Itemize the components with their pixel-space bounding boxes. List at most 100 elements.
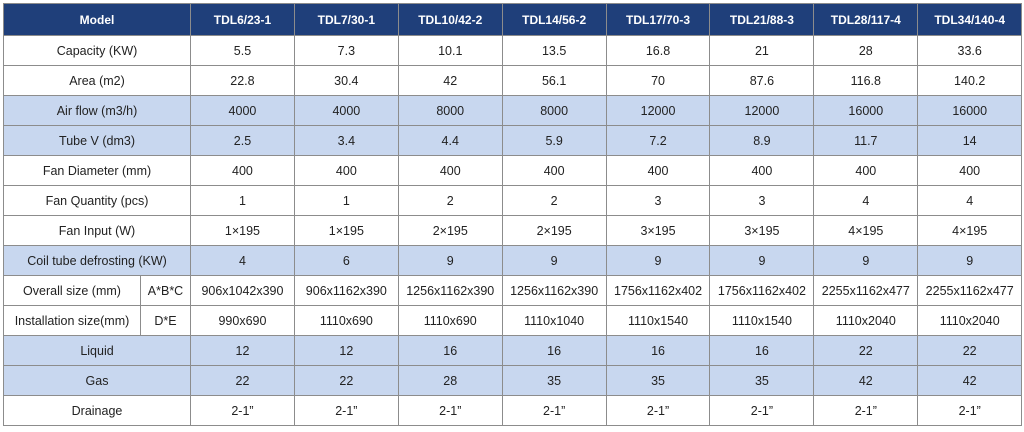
cell: 1110x2040 [917,305,1023,336]
cell: 1110x1040 [501,305,607,336]
cell: 2×195 [397,215,503,246]
cell: 990x690 [190,305,295,336]
cell: 22 [190,365,295,396]
cell: 906x1162x390 [293,275,399,306]
row-label: Air flow (m3/h) [2,95,192,126]
cell: 33.6 [917,35,1023,66]
cell: 13.5 [501,35,607,66]
cell: 16000 [813,95,919,126]
cell: 4 [917,185,1023,216]
cell: 9 [605,245,711,276]
cell: 2-1” [813,395,919,426]
cell: 1110x690 [397,305,503,336]
cell: 42 [813,365,919,396]
cell: 8000 [397,95,503,126]
cell: 5.5 [190,35,295,66]
cell: 12 [293,335,399,366]
row-label: Installation size(mm) [3,305,141,336]
cell: 4 [190,245,295,276]
cell: 1756x1162x402 [709,275,815,306]
cell: 4 [813,185,919,216]
cell: 9 [397,245,503,276]
cell: 1×195 [190,215,295,246]
table-body: Capacity (KW) 5.5 7.3 10.1 13.5 16.8 21 28 33.6 A… [2,35,1023,426]
header-cell: TDL17/70-3 [605,3,711,36]
row-label: Fan Diameter (mm) [2,155,192,186]
row-label: Capacity (KW) [2,35,192,66]
cell: 140.2 [917,65,1023,96]
cell: 16.8 [605,35,711,66]
cell: 2 [397,185,503,216]
cell: 400 [709,155,815,186]
header-cell: Model [2,3,192,36]
cell: 56.1 [501,65,607,96]
cell: 1256x1162x390 [501,275,607,306]
cell: 5.9 [501,125,607,156]
cell: 400 [813,155,919,186]
cell: 12000 [709,95,815,126]
cell: 2×195 [501,215,607,246]
table-row: Installation size(mm) D*E 990x690 1110x690 1… [3,305,1023,336]
cell: 1256x1162x390 [397,275,503,306]
cell: 14 [917,125,1023,156]
cell: 3.4 [293,125,399,156]
table-row: Area (m2) 22.8 30.4 42 56.1 70 87.6 116.8 140.2 [2,65,1023,96]
cell: 6 [293,245,399,276]
table-row: Fan Input (W) 1×195 1×195 2×195 2×195 3×195 3×… [2,215,1023,246]
cell: 2-1” [605,395,711,426]
cell: 70 [605,65,711,96]
cell: 22.8 [190,65,295,96]
header-cell: TDL34/140-4 [917,3,1023,36]
cell: 3×195 [709,215,815,246]
header-cell: TDL14/56-2 [501,3,607,36]
cell: 22 [813,335,919,366]
row-label: Coil tube defrosting (KW) [2,245,192,276]
cell: 1110x2040 [813,305,919,336]
cell: 42 [917,365,1023,396]
cell: 9 [709,245,815,276]
table-row: Fan Diameter (mm) 400 400 400 400 400 400 400 40… [2,155,1023,186]
cell: 2-1” [397,395,503,426]
cell: 16 [397,335,503,366]
cell: 35 [501,365,607,396]
cell: 10.1 [397,35,503,66]
cell: 1110x1540 [709,305,815,336]
header-cell: TDL6/23-1 [190,3,295,36]
cell: 1756x1162x402 [605,275,711,306]
spec-table: Model TDL6/23-1 TDL7/30-1 TDL10/42-2 TDL14/… [2,3,1023,426]
row-label: Fan Input (W) [2,215,192,246]
row-sublabel: D*E [139,305,192,336]
cell: 9 [813,245,919,276]
cell: 35 [605,365,711,396]
cell: 11.7 [813,125,919,156]
table-row: Gas 22 22 28 35 35 35 42 42 [2,365,1023,396]
header-cell: TDL21/88-3 [709,3,815,36]
cell: 8000 [501,95,607,126]
cell: 16 [709,335,815,366]
cell: 1 [293,185,399,216]
table-row: Drainage 2-1” 2-1” 2-1” 2-1” 2-1” 2-1” 2-1” 2-1” [2,395,1023,426]
cell: 2-1” [190,395,295,426]
cell: 21 [709,35,815,66]
table-row: Fan Quantity (pcs) 1 1 2 2 3 3 4 4 [2,185,1023,216]
cell: 1×195 [293,215,399,246]
cell: 3 [605,185,711,216]
cell: 28 [397,365,503,396]
cell: 3 [709,185,815,216]
cell: 16 [501,335,607,366]
cell: 906x1042x390 [190,275,295,306]
row-label: Area (m2) [2,65,192,96]
cell: 1110x690 [293,305,399,336]
table-row: Coil tube defrosting (KW) 4 6 9 9 9 9 9 9 [2,245,1023,276]
cell: 16 [605,335,711,366]
cell: 400 [501,155,607,186]
cell: 9 [501,245,607,276]
row-label: Gas [2,365,192,396]
table-row: Liquid 12 12 16 16 16 16 22 22 [2,335,1023,366]
cell: 2-1” [709,395,815,426]
cell: 4000 [190,95,295,126]
cell: 16000 [917,95,1023,126]
cell: 400 [293,155,399,186]
cell: 4×195 [813,215,919,246]
